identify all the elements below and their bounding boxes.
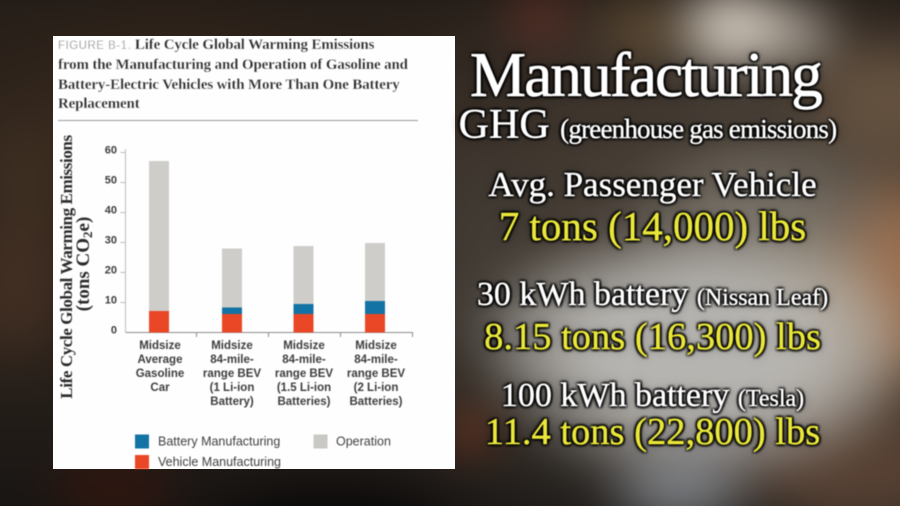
svg-text:20: 20 xyxy=(105,265,117,277)
svg-text:84-mile-: 84-mile- xyxy=(354,354,398,366)
svg-text:Battery Manufacturing: Battery Manufacturing xyxy=(158,435,280,449)
svg-text:range BEV: range BEV xyxy=(347,368,405,380)
svg-text:Battery): Battery) xyxy=(210,396,254,408)
svg-text:Gasoline: Gasoline xyxy=(136,368,185,380)
svg-text:Vehicle Manufacturing: Vehicle Manufacturing xyxy=(158,455,281,469)
svg-text:60: 60 xyxy=(105,145,117,157)
svg-text:range BEV: range BEV xyxy=(203,368,261,380)
svg-text:Midsize: Midsize xyxy=(139,340,181,352)
svg-text:(tons CO2e): (tons CO2e) xyxy=(73,217,95,312)
svg-text:84-mile-: 84-mile- xyxy=(282,354,326,366)
svg-text:84-mile-: 84-mile- xyxy=(210,354,254,366)
svg-text:Operation: Operation xyxy=(336,435,391,449)
svg-text:(1.5 Li-ion: (1.5 Li-ion xyxy=(277,382,331,394)
svg-text:0: 0 xyxy=(111,325,117,337)
svg-text:Midsize: Midsize xyxy=(211,340,253,352)
svg-text:range BEV: range BEV xyxy=(275,368,333,380)
svg-text:Midsize: Midsize xyxy=(355,340,397,352)
svg-text:10: 10 xyxy=(105,295,117,307)
svg-text:50: 50 xyxy=(105,175,117,187)
svg-text:Midsize: Midsize xyxy=(283,340,325,352)
svg-text:Life Cycle Global Warming Emis: Life Cycle Global Warming Emissions xyxy=(57,135,76,399)
svg-text:Car: Car xyxy=(150,382,170,394)
svg-text:(1 Li-ion: (1 Li-ion xyxy=(210,382,255,394)
svg-text:Average: Average xyxy=(138,354,183,366)
svg-text:40: 40 xyxy=(105,205,117,217)
svg-text:Batteries): Batteries) xyxy=(277,396,330,408)
svg-text:(2 Li-ion: (2 Li-ion xyxy=(354,382,399,394)
svg-text:30: 30 xyxy=(105,235,117,247)
svg-text:Batteries): Batteries) xyxy=(349,396,402,408)
